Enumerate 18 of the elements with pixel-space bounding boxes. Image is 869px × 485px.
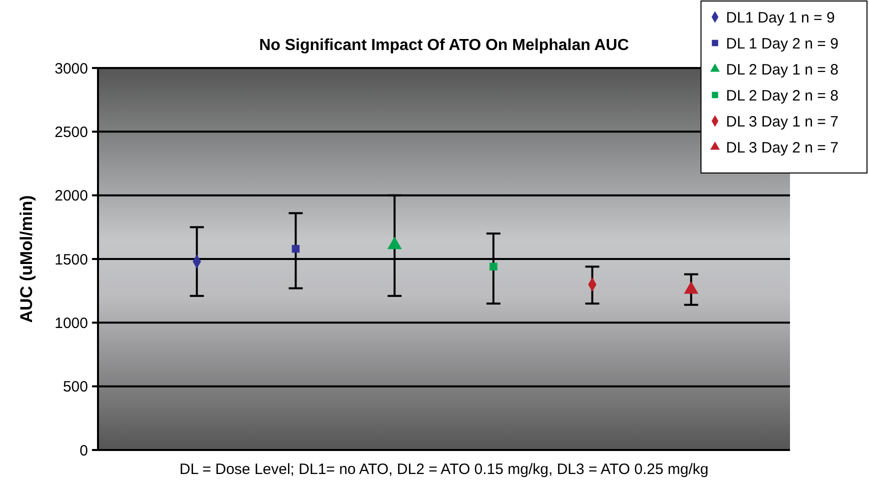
y-tick-label: 0 xyxy=(80,442,88,460)
y-tick-label: 2000 xyxy=(54,188,88,205)
point xyxy=(292,244,300,253)
y-axis-title: AUC (uMol/min) xyxy=(17,195,36,323)
y-tick-label: 2500 xyxy=(54,124,88,141)
y-tick-label: 1500 xyxy=(54,251,88,268)
legend-label: DL 3 Day 2 n = 7 xyxy=(726,139,838,156)
legend-label: DL1 Day 1 n = 9 xyxy=(726,9,835,26)
point xyxy=(490,262,498,271)
chart-title: No Significant Impact Of ATO On Melphalan AUC xyxy=(259,37,630,54)
text: DL = Dose Level; DL1= no ATO, DL2 = ATO 0.15 mg/kg, DL3 = ATO 0.25 mg/kg xyxy=(180,461,708,478)
legend-label: DL 2 Day 1 n = 8 xyxy=(726,61,838,78)
legend-label: DL 3 Day 1 n = 7 xyxy=(726,113,838,130)
y-tick-label: 3000 xyxy=(54,60,88,78)
legend-label: DL 2 Day 2 n = 8 xyxy=(726,87,838,104)
legend-label: DL 1 Day 2 n = 9 xyxy=(726,35,838,52)
y-tick-label: 500 xyxy=(62,378,88,396)
y-tick-label: 1000 xyxy=(54,314,88,332)
